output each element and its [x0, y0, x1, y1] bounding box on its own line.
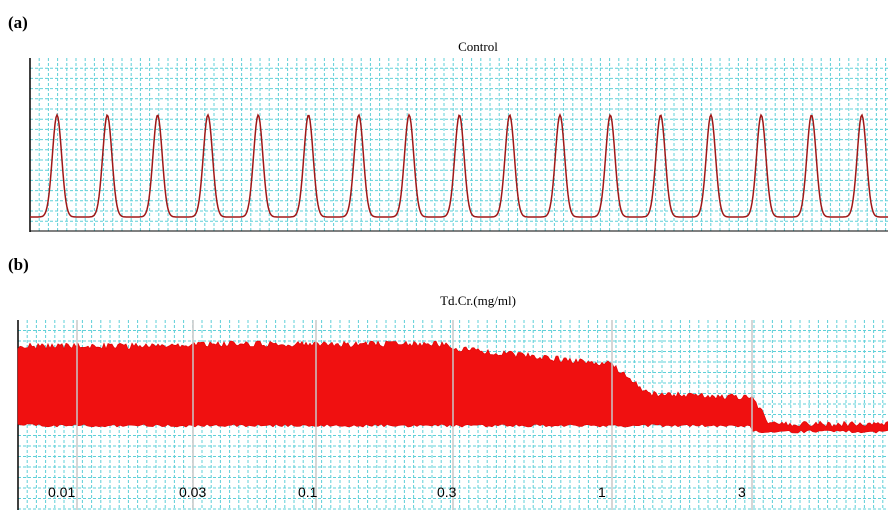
marker-label: 3 — [738, 484, 746, 500]
panel-title: Td.Cr.(mg/ml) — [440, 293, 516, 308]
panel-title: Control — [458, 39, 498, 54]
marker-label: 0.03 — [179, 484, 206, 500]
panel-label: (b) — [8, 255, 29, 274]
marker-label: 0.3 — [437, 484, 457, 500]
marker-label: 0.01 — [48, 484, 75, 500]
marker-label: 0.1 — [298, 484, 318, 500]
panel-label: (a) — [8, 13, 28, 32]
grid — [30, 58, 888, 231]
marker-label: 1 — [598, 484, 606, 500]
